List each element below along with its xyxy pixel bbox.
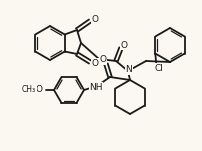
- Text: O: O: [100, 56, 106, 64]
- Text: Cl: Cl: [155, 64, 164, 73]
- Text: O: O: [92, 14, 99, 24]
- Text: O: O: [92, 58, 99, 67]
- Text: CH₃: CH₃: [22, 85, 36, 95]
- Text: NH: NH: [89, 82, 103, 92]
- Text: O: O: [121, 40, 127, 50]
- Text: O: O: [36, 85, 42, 95]
- Text: N: N: [126, 66, 132, 74]
